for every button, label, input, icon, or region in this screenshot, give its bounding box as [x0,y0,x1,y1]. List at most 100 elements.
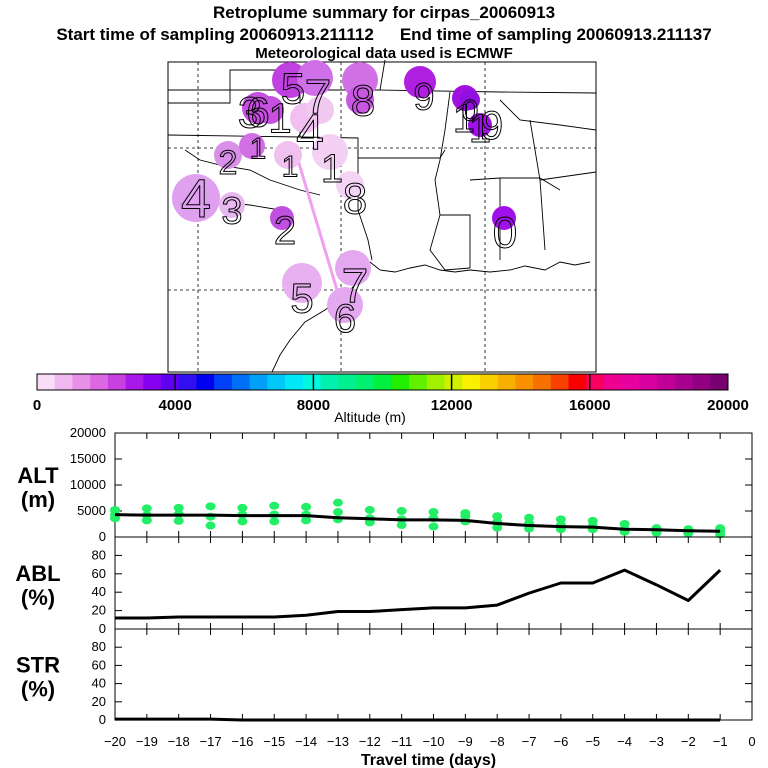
plume-circle [492,206,516,230]
colorbar-cell [355,374,375,390]
colorbar-cell [710,374,729,390]
colorbar-tick-label: 20000 [707,397,749,414]
plume-day-label: 8 [351,76,375,125]
colorbar-cell [72,374,91,390]
y-tick-label: 0 [99,529,106,544]
altitude-point [364,505,375,514]
colorbar-cell [249,374,268,390]
plume-circle [270,206,294,230]
altitude-point [396,507,407,515]
x-axis-label: Travel time (days) [361,752,496,768]
colorbar-cell [302,374,321,390]
altitude-point [237,517,248,526]
colorbar-cell [479,374,499,390]
y-tick-label: 40 [92,584,106,599]
plume-circle [468,113,492,137]
y-tick-label: 0 [99,712,106,727]
x-tick-label: −15 [263,734,285,749]
plume-day-label: 1 [268,95,291,142]
state-borders [167,59,597,271]
altitude-point [301,502,312,511]
x-tick-label: −8 [490,734,505,749]
y-tick-label: 60 [92,657,106,672]
colorbar-cell [533,374,552,390]
colorbar-cell [373,374,392,390]
plume-circle [219,192,245,218]
plume-day-label: 3 [238,88,262,137]
colorbar-cell [214,374,233,390]
colorbar-tick-label: 16000 [569,397,611,414]
plume-circle [346,86,374,114]
panel-ylabel-unit: (m) [21,487,55,512]
end-time-label: End time of sampling 20060913.211137 [399,25,712,44]
panel-frame [114,628,753,721]
x-tick-label: −12 [359,734,381,749]
altitude-point [619,520,630,528]
x-tick-label: −13 [327,734,349,749]
plume-circle [297,60,333,96]
plume-circle [336,171,364,199]
colorbar-cell [674,374,694,390]
plume-circle [256,96,284,124]
y-tick-label: 10000 [70,477,106,492]
map-frame [167,61,597,373]
colorbar: 0 4000 8000 12000 16000 20000 Altitude (m) [33,373,749,425]
x-tick-label: −2 [681,734,696,749]
colorbar-cell [550,374,570,390]
plume-day-label: 1 [321,147,343,191]
colorbar-tick-label: 4000 [159,397,192,414]
colorbar-cell [107,374,127,390]
colorbar-cell [90,374,109,390]
plume-day-label: 8 [343,174,367,223]
y-tick-label: 15000 [70,451,106,466]
altitude-point [492,523,503,532]
colorbar-cell [143,374,162,390]
colorbar-cell [54,374,73,390]
panel-ylabel: STR [16,653,60,678]
colorbar-cell [267,374,286,390]
x-tick-label: −14 [295,734,317,749]
colorbar-tick-label: 12000 [431,397,473,414]
altitude-point [332,498,343,507]
y-tick-label: 80 [92,547,106,562]
plume-day-label: 0 [462,95,479,128]
panel-ylabel: ABL [15,561,60,586]
time-series-panels: 20000150001000050000ALT(m)806040200ABL(%… [15,425,755,768]
plume-day-label: 5 [281,64,305,113]
panel-ylabel: ALT [17,463,59,488]
colorbar-cell [515,374,534,390]
plume-day-label: 9 [413,76,434,118]
altitude-point [205,502,216,511]
colorbar-tick-label: 8000 [297,397,330,414]
colorbar-cell [568,374,587,390]
altitude-point [110,505,120,514]
x-tick-label: −3 [649,734,664,749]
plume-circle [274,141,302,169]
plume-circle [460,90,480,110]
x-tick-label: −18 [168,734,190,749]
altitude-point [555,515,566,524]
panel-frame [114,536,753,630]
plume-circle [404,66,436,98]
plume-day-label: 4 [181,169,211,229]
plume-day-label: 4 [296,105,324,161]
plume-circle [327,287,363,323]
panel-abl: 80 60 40 20 0 ABL(%) [15,536,753,636]
colorbar-cell [285,374,304,390]
colorbar-cell [178,374,197,390]
plume-circle [335,250,371,286]
altitude-point [332,508,343,517]
colorbar-cell [125,374,144,390]
plume-day-label: 0 [493,208,517,257]
plume-track [293,149,342,301]
altitude-point [237,503,248,512]
plume-day-label: 1 [282,151,299,184]
altitude-point [428,508,439,517]
altitude-point [524,513,535,522]
colorbar-tick-label: 0 [33,397,41,414]
colorbar-cell [338,374,357,390]
plume-day-label: 6 [246,89,269,136]
plume-circle [172,174,220,222]
